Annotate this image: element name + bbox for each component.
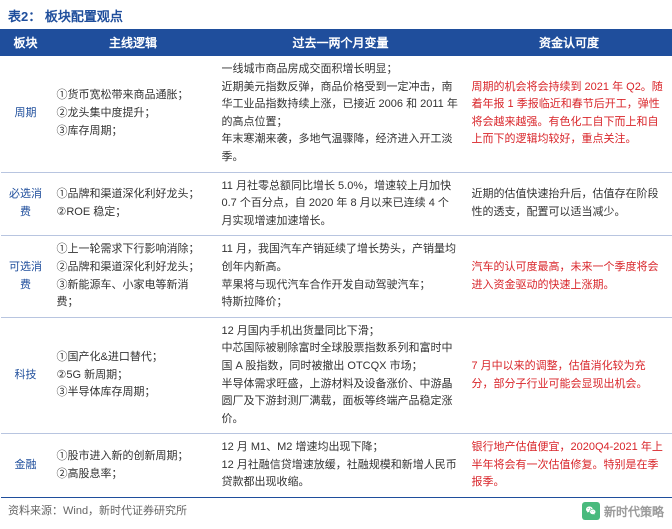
cell-logic: ①货币宽松带来商品通胀；②龙头集中度提升；③库存周期；	[51, 56, 216, 173]
header-logic: 主线逻辑	[51, 30, 216, 56]
table-row: 科技①国产化&进口替代；②5G 新周期；③半导体库存周期；12 月国内手机出货量…	[1, 317, 672, 434]
table-row: 必选消费①品牌和渠道深化利好龙头；②ROE 稳定；11 月社零总额同比增长 5.…	[1, 172, 672, 236]
cell-sector: 金融	[1, 434, 51, 498]
cell-logic: ①国产化&进口替代；②5G 新周期；③半导体库存周期；	[51, 317, 216, 434]
table-body: 周期①货币宽松带来商品通胀；②龙头集中度提升；③库存周期；一线城市商品房成交面积…	[1, 56, 672, 498]
cell-fund: 近期的估值快速抬升后，估值存在阶段性的透支，配置可以适当减少。	[466, 172, 672, 236]
source-text: 资料来源：Wind，新时代证券研究所	[0, 498, 672, 522]
watermark-text: 新时代策略	[604, 503, 664, 520]
header-change: 过去一两个月变量	[216, 30, 466, 56]
cell-logic: ①上一轮需求下行影响消除；②品牌和渠道深化利好龙头；③新能源车、小家电等新消费；	[51, 236, 216, 317]
cell-change: 一线城市商品房成交面积增长明显；近期美元指数反弹，商品价格受到一定冲击，南华工业…	[216, 56, 466, 173]
header-row: 板块 主线逻辑 过去一两个月变量 资金认可度	[1, 30, 672, 56]
cell-change: 11 月社零总额同比增长 5.0%，增速较上月加快 0.7 个百分点，自 202…	[216, 172, 466, 236]
table-row: 周期①货币宽松带来商品通胀；②龙头集中度提升；③库存周期；一线城市商品房成交面积…	[1, 56, 672, 173]
cell-logic: ①股市进入新的创新周期；②高股息率；	[51, 434, 216, 498]
table-row: 金融①股市进入新的创新周期；②高股息率；12 月 M1、M2 增速均出现下降；1…	[1, 434, 672, 498]
cell-sector: 必选消费	[1, 172, 51, 236]
cell-sector: 科技	[1, 317, 51, 434]
table-row: 可选消费①上一轮需求下行影响消除；②品牌和渠道深化利好龙头；③新能源车、小家电等…	[1, 236, 672, 317]
header-fund: 资金认可度	[466, 30, 672, 56]
cell-fund: 周期的机会将会持续到 2021 年 Q2。随着年报 1 季报临近和春节后开工，弹…	[466, 56, 672, 173]
cell-fund: 汽车的认可度最高，未来一个季度将会进入资金驱动的快速上涨期。	[466, 236, 672, 317]
cell-change: 12 月国内手机出货量同比下滑；中芯国际被剔除富时全球股票指数系列和富时中国 A…	[216, 317, 466, 434]
header-sector: 板块	[1, 30, 51, 56]
cell-change: 11 月，我国汽车产销延续了增长势头，产销量均创年内新高。苹果将与现代汽车合作开…	[216, 236, 466, 317]
allocation-table: 板块 主线逻辑 过去一两个月变量 资金认可度 周期①货币宽松带来商品通胀；②龙头…	[0, 29, 672, 498]
cell-change: 12 月 M1、M2 增速均出现下降；12 月社融信贷增速放缓，社融规模和新增人…	[216, 434, 466, 498]
cell-sector: 周期	[1, 56, 51, 173]
cell-fund: 7 月中以来的调整，估值消化较为充分，部分子行业可能会显现出机会。	[466, 317, 672, 434]
wechat-icon	[582, 502, 600, 520]
cell-sector: 可选消费	[1, 236, 51, 317]
cell-logic: ①品牌和渠道深化利好龙头；②ROE 稳定；	[51, 172, 216, 236]
watermark: 新时代策略	[582, 502, 664, 520]
cell-fund: 银行地产估值便宜，2020Q4-2021 年上半年将会有一次估值修复。特别是在季…	[466, 434, 672, 498]
table-title: 表2： 板块配置观点	[0, 0, 672, 29]
